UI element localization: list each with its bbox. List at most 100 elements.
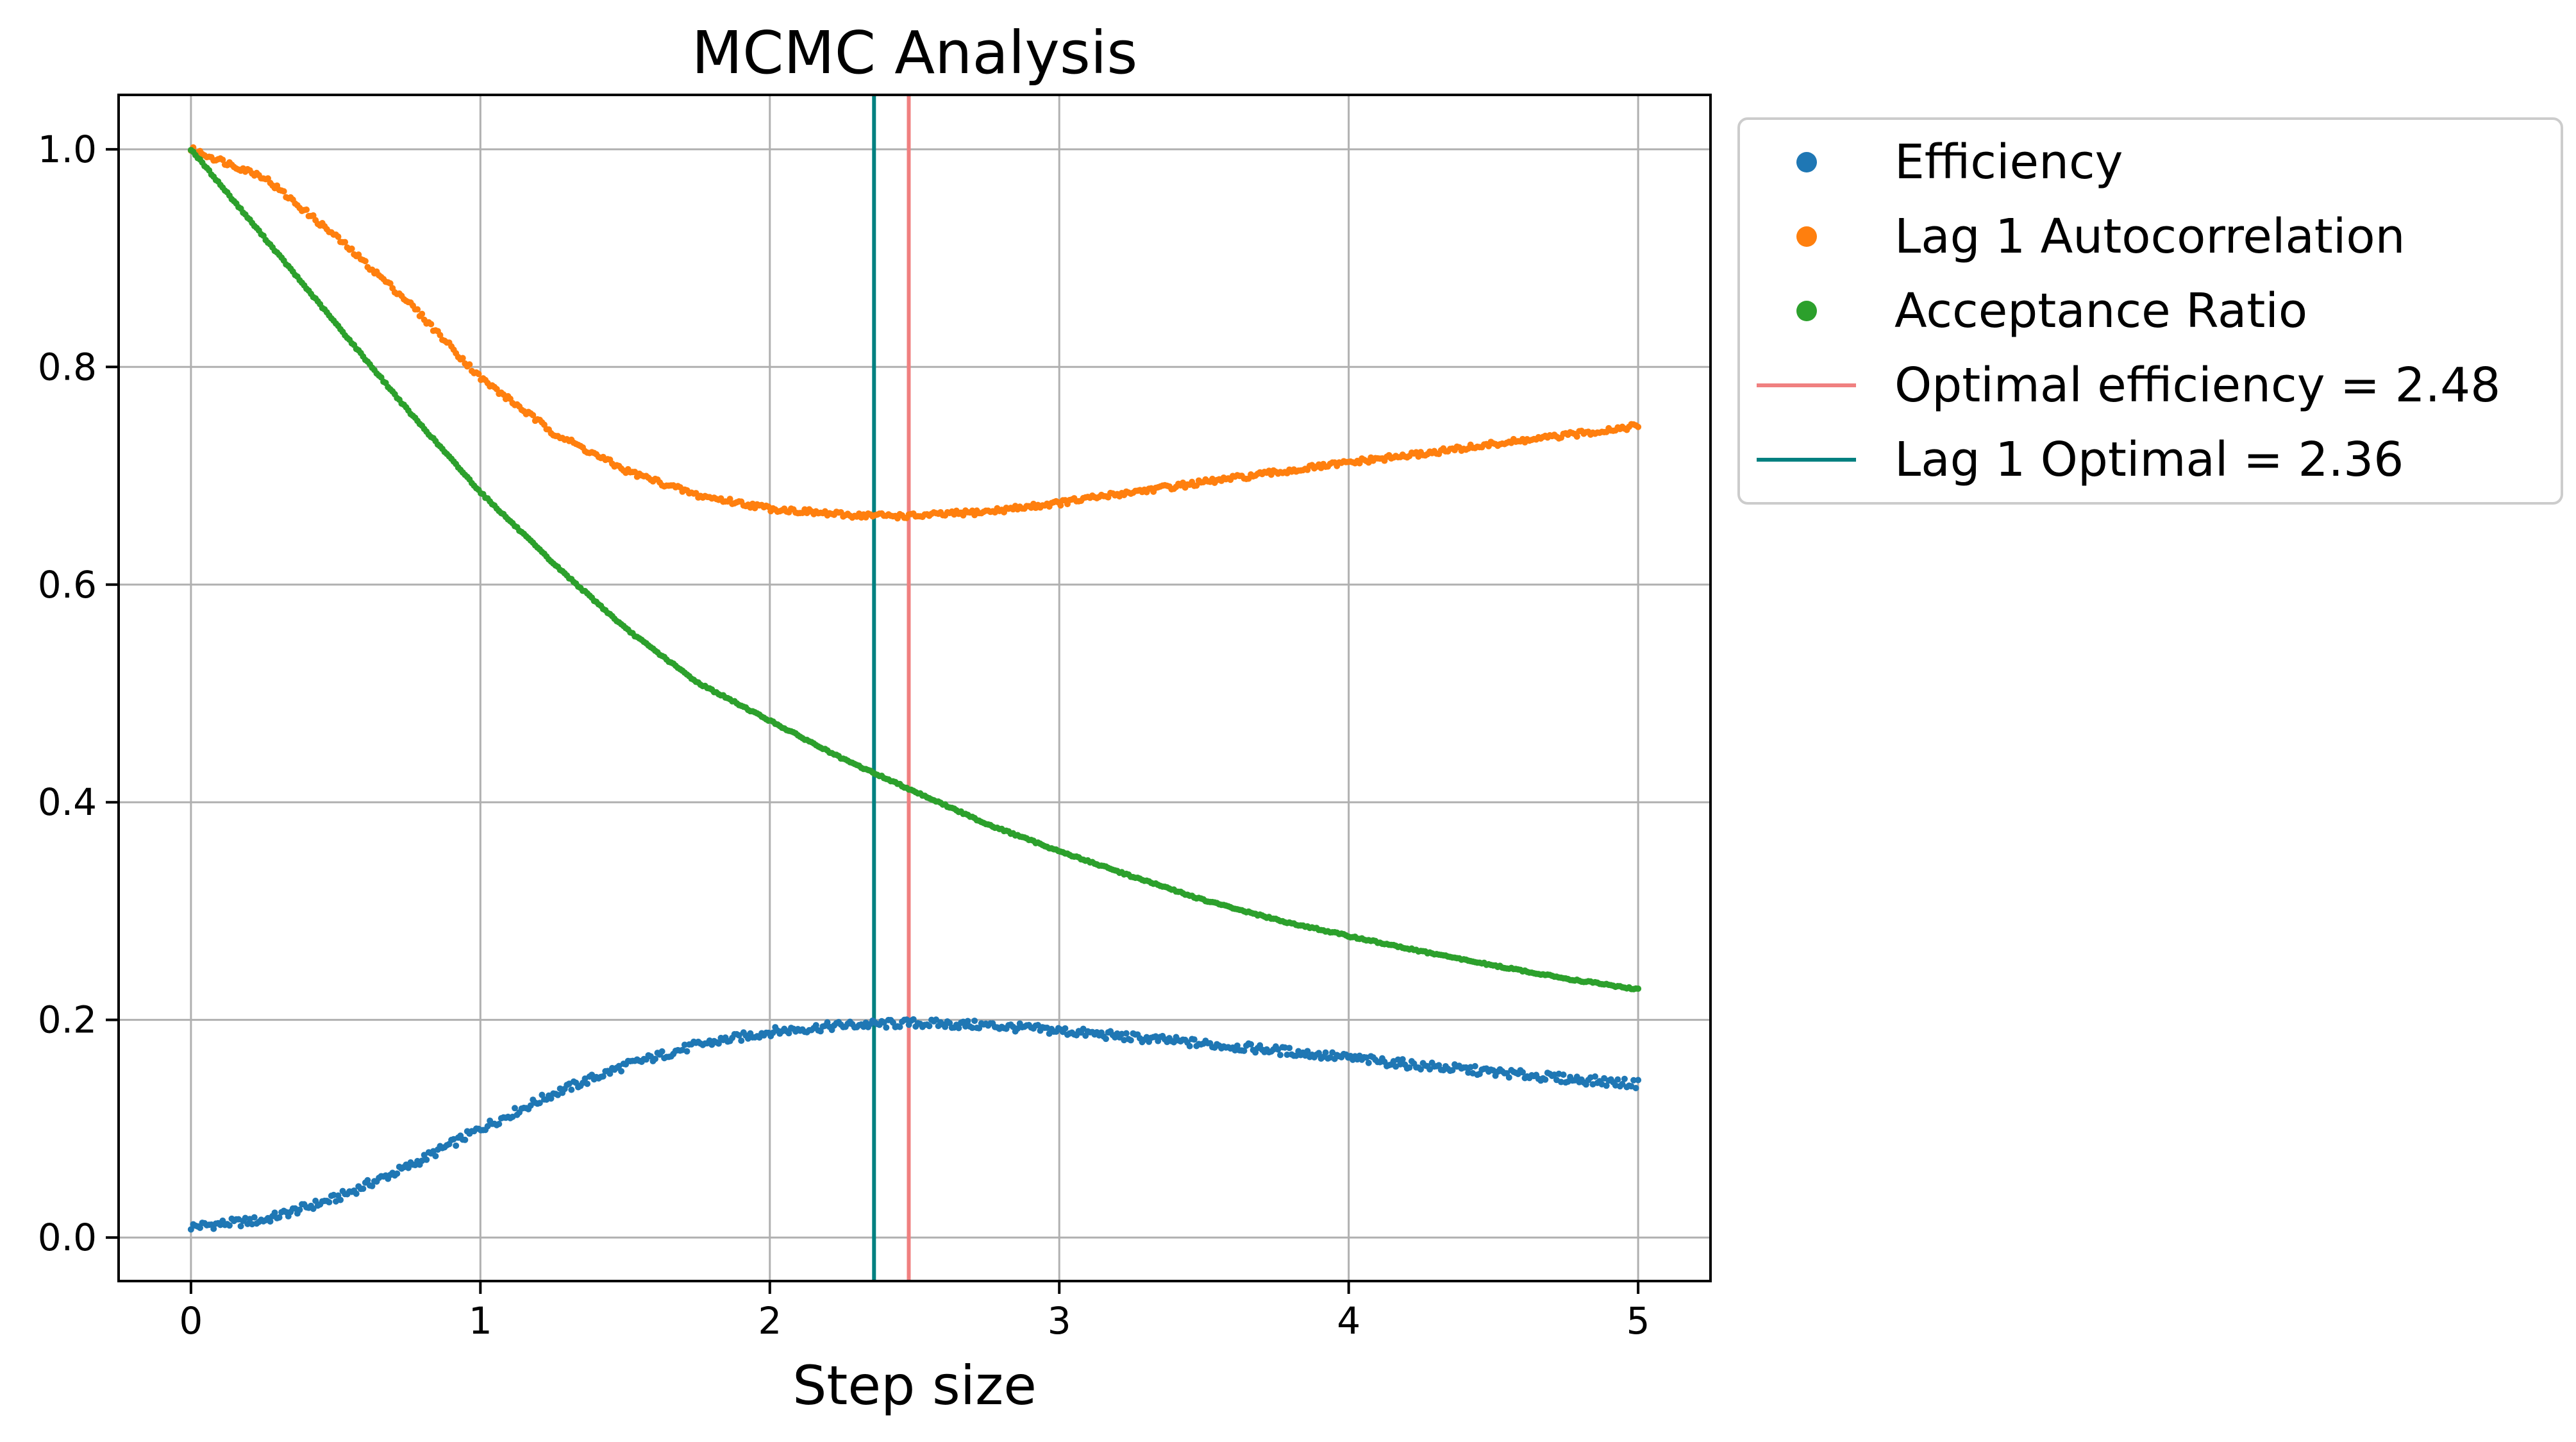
- y-tick-label: 0.0: [38, 1216, 97, 1259]
- efficiency-point: [453, 1142, 460, 1149]
- chart-title: MCMC Analysis: [692, 19, 1138, 87]
- efficiency-point: [1286, 1044, 1293, 1052]
- efficiency-point: [210, 1225, 217, 1232]
- efficiency-point: [1248, 1041, 1255, 1048]
- efficiency-point: [1505, 1074, 1512, 1081]
- lag-1-autocorrelation-series: [187, 144, 1642, 522]
- efficiency-point: [1630, 1077, 1637, 1084]
- efficiency-point: [369, 1182, 376, 1189]
- efficiency-point: [548, 1095, 555, 1102]
- efficiency-point: [1241, 1047, 1248, 1054]
- acceptance-ratio-legend-swatch: [1796, 301, 1817, 321]
- reference-lines: [872, 95, 911, 1281]
- plot-frame: [117, 94, 1712, 1282]
- lag-1-autocorrelation-point: [303, 206, 310, 214]
- series-layer: [187, 144, 1642, 1233]
- efficiency-point: [1186, 1043, 1193, 1050]
- efficiency-point: [394, 1170, 401, 1177]
- lag-1-optimal-2-36-legend-label: Lag 1 Optimal = 2.36: [1894, 432, 2404, 487]
- efficiency-point: [1277, 1052, 1284, 1059]
- lag-1-autocorrelation-point: [414, 306, 421, 313]
- efficiency-point: [896, 1023, 903, 1030]
- grid: [119, 95, 1710, 1281]
- efficiency-point: [1449, 1067, 1456, 1074]
- efficiency-point: [971, 1018, 978, 1025]
- efficiency-point: [683, 1048, 690, 1055]
- lag-1-autocorrelation-point: [348, 245, 355, 252]
- x-tick-label: 4: [1337, 1299, 1360, 1343]
- efficiency-point: [606, 1070, 614, 1077]
- lag-1-autocorrelation-point: [726, 496, 733, 503]
- efficiency-series: [187, 1016, 1642, 1233]
- y-tick-label: 0.8: [38, 345, 97, 389]
- efficiency-point: [337, 1196, 344, 1203]
- efficiency-point: [910, 1016, 917, 1023]
- efficiency-point: [1284, 1052, 1291, 1059]
- lag-1-autocorrelation-legend-swatch: [1796, 226, 1817, 247]
- efficiency-point: [785, 1030, 792, 1037]
- lag-1-autocorrelation-point: [459, 355, 466, 362]
- efficiency-point: [681, 1041, 688, 1048]
- x-tick-label: 3: [1048, 1299, 1071, 1343]
- efficiency-point: [1635, 1077, 1642, 1084]
- efficiency-point: [1322, 1049, 1329, 1056]
- efficiency-point: [652, 1055, 659, 1062]
- efficiency-point: [584, 1080, 591, 1087]
- efficiency-point: [812, 1021, 819, 1028]
- lag-1-autocorrelation-point: [1573, 433, 1580, 440]
- lag-1-autocorrelation-point: [437, 331, 444, 339]
- efficiency-point: [1127, 1037, 1134, 1044]
- efficiency-point: [1519, 1069, 1526, 1076]
- efficiency-point: [1621, 1075, 1628, 1082]
- efficiency-point: [271, 1209, 278, 1216]
- x-axis-label: Step size: [792, 1354, 1037, 1417]
- efficiency-point: [568, 1086, 575, 1093]
- lag-1-autocorrelation-point: [419, 310, 426, 317]
- x-tick-label: 1: [469, 1299, 492, 1343]
- lag-1-autocorrelation-point: [1356, 460, 1363, 467]
- efficiency-point: [738, 1037, 745, 1044]
- efficiency-point: [1062, 1025, 1069, 1032]
- lag-1-autocorrelation-point: [387, 280, 394, 287]
- lag-1-autocorrelation-point: [428, 321, 435, 328]
- efficiency-point: [251, 1214, 258, 1221]
- efficiency-point: [1365, 1059, 1372, 1066]
- y-tick-label: 1.0: [38, 128, 97, 171]
- efficiency-point: [196, 1224, 203, 1231]
- acceptance-ratio-series: [187, 147, 1642, 993]
- efficiency-legend-label: Efficiency: [1894, 135, 2123, 190]
- efficiency-point: [599, 1073, 606, 1080]
- efficiency-point: [296, 1206, 303, 1213]
- efficiency-point: [955, 1025, 962, 1032]
- lag-1-autocorrelation-point: [530, 412, 537, 419]
- efficiency-point: [360, 1185, 367, 1192]
- efficiency-point: [969, 1025, 976, 1032]
- lag-1-autocorrelation-point: [280, 188, 287, 195]
- efficiency-point: [735, 1032, 742, 1039]
- legend-box: [1737, 117, 2563, 505]
- optimal-efficiency-2-48-legend-label: Optimal efficiency = 2.48: [1894, 358, 2500, 413]
- efficiency-point: [976, 1025, 983, 1032]
- y-tick-label: 0.4: [38, 780, 97, 824]
- efficiency-point: [512, 1105, 519, 1112]
- efficiency-point: [1471, 1062, 1478, 1069]
- acceptance-ratio-legend-label: Acceptance Ratio: [1894, 283, 2307, 339]
- efficiency-point: [962, 1023, 969, 1030]
- lag-1-autocorrelation-point: [1635, 423, 1642, 430]
- efficiency-point: [658, 1048, 665, 1055]
- efficiency-point: [187, 1226, 194, 1233]
- lag-1-autocorrelation-point: [310, 212, 317, 219]
- efficiency-point: [423, 1156, 430, 1163]
- lag-1-autocorrelation-point: [335, 233, 342, 240]
- efficiency-point: [618, 1068, 625, 1075]
- efficiency-point: [1316, 1050, 1323, 1057]
- lag-1-autocorrelation-point: [1193, 482, 1200, 489]
- efficiency-point: [1592, 1073, 1599, 1080]
- efficiency-point: [353, 1190, 360, 1197]
- lag-1-autocorrelation-point: [1057, 502, 1064, 509]
- efficiency-point: [1603, 1082, 1610, 1089]
- efficiency-point: [462, 1136, 469, 1143]
- efficiency-point: [942, 1023, 949, 1030]
- efficiency-point: [1399, 1056, 1406, 1063]
